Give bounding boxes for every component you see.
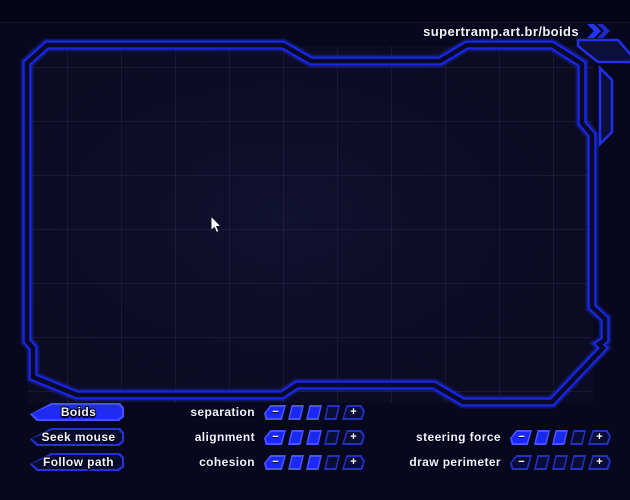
slider-label-cohesion: cohesion [199, 455, 255, 469]
increase-button[interactable]: + [588, 430, 611, 445]
decrease-button-glyph: − [272, 455, 279, 468]
increase-button[interactable]: + [342, 455, 365, 470]
url-bar: supertramp.art.br/boids [423, 23, 612, 39]
slider-label-draw-perimeter: draw perimeter [409, 455, 501, 469]
decrease-button[interactable]: − [509, 430, 532, 445]
slider-segment [570, 430, 586, 445]
mode-button-seek-mouse[interactable]: Seek mouse [29, 428, 124, 446]
mode-button-fill [31, 405, 122, 419]
increase-button-glyph: + [350, 430, 357, 443]
slider-segment [306, 430, 322, 445]
increase-button-fill [590, 432, 609, 443]
slider-segment [552, 455, 568, 470]
mode-button-boids[interactable]: Boids [29, 403, 124, 421]
slider-segment-fill [290, 457, 302, 468]
slider-segment [324, 455, 340, 470]
slider-segment [306, 455, 322, 470]
top-strip [0, 0, 630, 22]
decrease-button-fill [265, 457, 284, 468]
mode-button-fill [31, 430, 122, 444]
double-chevron-icon [587, 24, 610, 38]
decrease-button[interactable]: − [263, 430, 286, 445]
increase-button-fill [344, 407, 363, 418]
decrease-button-glyph: − [518, 455, 525, 468]
slider-segment [324, 405, 340, 420]
slider-segment-fill [572, 457, 584, 468]
slider-cohesion[interactable]: − + [263, 455, 365, 470]
slider-segment [288, 430, 304, 445]
increase-button-glyph: + [350, 455, 357, 468]
slider-label-separation: separation [190, 405, 255, 419]
slider-label-steering-force: steering force [416, 430, 501, 444]
slider-segment-fill [554, 457, 566, 468]
slider-segment [306, 405, 322, 420]
increase-button[interactable]: + [342, 405, 365, 420]
mode-button-label: Seek mouse [41, 430, 116, 444]
slider-segment-fill [326, 432, 338, 443]
slider-segment-fill [290, 432, 302, 443]
decrease-button-glyph: − [272, 430, 279, 443]
slider-separation[interactable]: − + [263, 405, 365, 420]
slider-segment-fill [308, 432, 320, 443]
slider-segment-fill [308, 457, 320, 468]
increase-button-glyph: + [596, 430, 603, 443]
slider-segment-fill [536, 432, 548, 443]
top-divider [0, 22, 630, 23]
decrease-button-fill [265, 432, 284, 443]
slider-alignment[interactable]: − + [263, 430, 365, 445]
decrease-button[interactable]: − [263, 455, 286, 470]
decrease-button-glyph: − [272, 405, 279, 418]
mode-button-label: Boids [60, 405, 97, 419]
decrease-button-fill [511, 457, 530, 468]
slider-segment [534, 455, 550, 470]
slider-segment-fill [326, 407, 338, 418]
mode-button-label: Follow path [42, 455, 115, 469]
slider-steering-force[interactable]: − + [509, 430, 611, 445]
increase-button-glyph: + [350, 405, 357, 418]
decrease-button-fill [511, 432, 530, 443]
increase-button-fill [344, 457, 363, 468]
canvas-grid [28, 46, 593, 403]
decrease-button[interactable]: − [263, 405, 286, 420]
slider-segment-fill [572, 432, 584, 443]
increase-button-glyph: + [596, 455, 603, 468]
slider-segment [324, 430, 340, 445]
decrease-button-glyph: − [518, 430, 525, 443]
slider-segment-fill [554, 432, 566, 443]
simulation-canvas[interactable] [28, 46, 593, 403]
increase-button-fill [590, 457, 609, 468]
slider-segment-fill [290, 407, 302, 418]
slider-segment [570, 455, 586, 470]
mode-button-follow-path[interactable]: Follow path [29, 453, 124, 471]
slider-segment-fill [326, 457, 338, 468]
decrease-button[interactable]: − [509, 455, 532, 470]
increase-button-fill [344, 432, 363, 443]
increase-button[interactable]: + [342, 430, 365, 445]
slider-draw-perimeter[interactable]: − + [509, 455, 611, 470]
slider-segment [534, 430, 550, 445]
increase-button[interactable]: + [588, 455, 611, 470]
url-label: supertramp.art.br/boids [423, 23, 579, 39]
mode-button-fill [31, 455, 122, 469]
slider-segment [288, 455, 304, 470]
slider-segment [552, 430, 568, 445]
slider-segment [288, 405, 304, 420]
slider-label-alignment: alignment [194, 430, 255, 444]
slider-segment-fill [536, 457, 548, 468]
decrease-button-fill [265, 407, 284, 418]
slider-segment-fill [308, 407, 320, 418]
